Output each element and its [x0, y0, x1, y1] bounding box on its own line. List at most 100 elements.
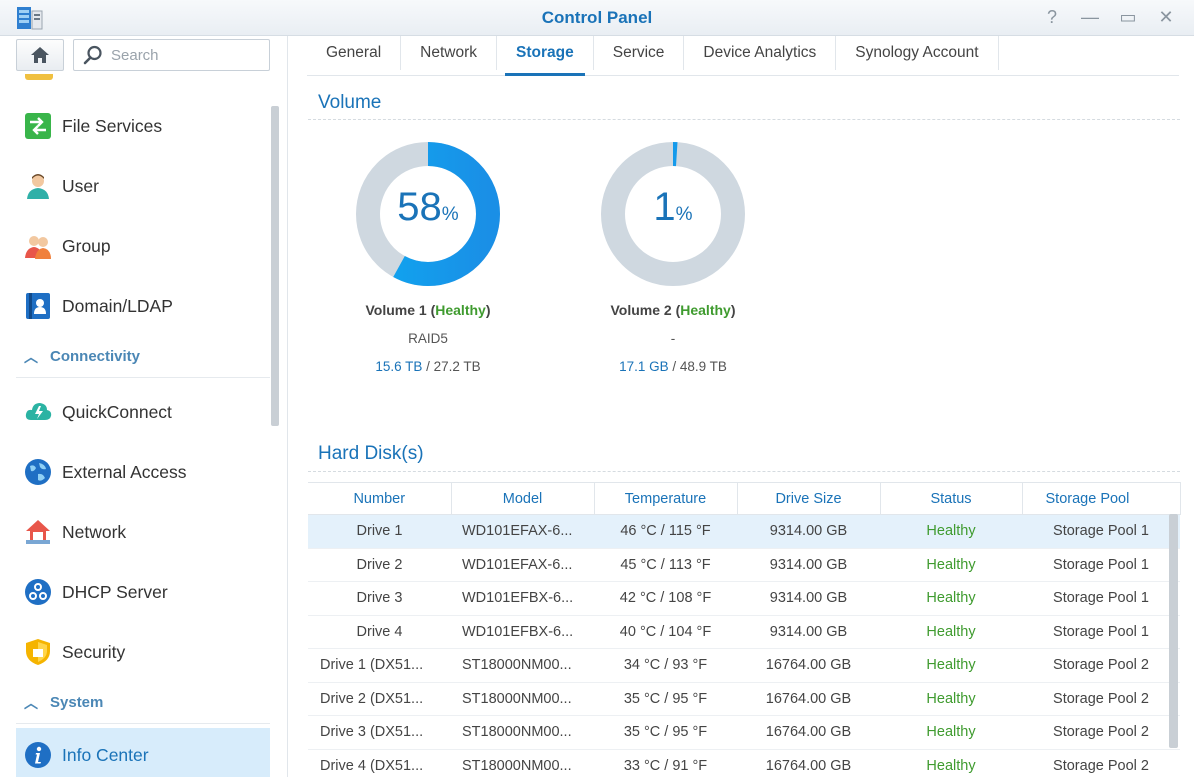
cell-drive-size: 9314.00 GB [737, 514, 880, 549]
cell-model: ST18000NM00... [451, 715, 594, 750]
sidebar: File Services User Group Domain/LDAP ︿ C… [0, 36, 288, 777]
table-row[interactable]: Drive 3 (DX51... ST18000NM00... 35 °C / 95… [308, 715, 1180, 750]
sidebar-item-label: External Access [62, 461, 187, 482]
domain-ldap-icon [24, 292, 52, 320]
cell-storage-pool: Storage Pool 1 [1022, 615, 1180, 649]
sidebar-item-info-center[interactable]: Info Center [16, 728, 270, 777]
cell-status: Healthy [880, 715, 1022, 750]
cell-drive-size: 9314.00 GB [737, 548, 880, 582]
cell-status: Healthy [880, 648, 1022, 683]
volume-name: Volume 1 [365, 302, 427, 318]
volume-used: 15.6 TB [375, 359, 423, 374]
tab-general[interactable]: General [307, 36, 402, 70]
column-header-status[interactable]: Status [880, 482, 1023, 515]
cell-number: Drive 2 (DX51... [308, 682, 451, 716]
cell-temperature: 35 °C / 95 °F [594, 715, 737, 750]
table-header-row: Number Model Temperature Drive Size Stat… [308, 482, 1181, 515]
usage-percent: 1 [653, 185, 676, 229]
tab-bar: General Network Storage Service Device A… [307, 36, 1179, 76]
column-header-temperature[interactable]: Temperature [594, 482, 738, 515]
tab-storage[interactable]: Storage [497, 36, 594, 76]
table-row[interactable]: Drive 3 WD101EFBX-6... 42 °C / 108 °F 9314.… [308, 581, 1180, 616]
tab-network[interactable]: Network [401, 36, 498, 70]
sidebar-scrollbar[interactable] [271, 106, 279, 426]
sidebar-item-quickconnect[interactable]: QuickConnect [16, 382, 270, 442]
table-row[interactable]: Drive 4 WD101EFBX-6... 40 °C / 104 °F 9314.… [308, 615, 1180, 649]
volume-status: Healthy [435, 302, 486, 318]
user-icon [24, 172, 52, 200]
table-scrollbar[interactable] [1169, 514, 1178, 748]
cell-storage-pool: Storage Pool 1 [1022, 514, 1180, 549]
sidebar-item-security[interactable]: Security [16, 622, 270, 682]
cell-drive-size: 16764.00 GB [737, 648, 880, 683]
previous-item-icon-peek [25, 74, 53, 80]
cell-temperature: 42 °C / 108 °F [594, 581, 737, 616]
cell-temperature: 34 °C / 93 °F [594, 648, 737, 683]
quickconnect-icon [24, 398, 52, 426]
sidebar-item-network[interactable]: Network [16, 502, 270, 562]
sidebar-item-file-services[interactable]: File Services [16, 96, 270, 156]
cell-status: Healthy [880, 682, 1022, 716]
tab-service[interactable]: Service [594, 36, 685, 70]
section-connectivity[interactable]: ︿ Connectivity [16, 336, 270, 378]
cell-number: Drive 3 [308, 581, 451, 616]
table-row[interactable]: Drive 2 WD101EFAX-6... 45 °C / 113 °F 9314.… [308, 548, 1180, 582]
window-title: Control Panel [541, 8, 653, 27]
column-header-storage-pool[interactable]: Storage Pool [1022, 482, 1181, 515]
cell-model: WD101EFBX-6... [451, 581, 594, 616]
search-input[interactable] [111, 46, 261, 64]
column-header-drive-size[interactable]: Drive Size [737, 482, 881, 515]
cell-drive-size: 16764.00 GB [737, 749, 880, 777]
donut-used-segment [601, 142, 745, 286]
sidebar-item-external-access[interactable]: External Access [16, 442, 270, 502]
sidebar-item-domain-ldap[interactable]: Domain/LDAP [16, 276, 270, 336]
cell-model: ST18000NM00... [451, 682, 594, 716]
home-icon [31, 47, 49, 63]
close-button[interactable]: ✕ [1158, 6, 1174, 27]
cell-storage-pool: Storage Pool 1 [1022, 548, 1180, 582]
sidebar-item-label: Network [62, 521, 127, 542]
help-button[interactable]: ? [1046, 6, 1057, 27]
table-row[interactable]: Drive 1 (DX51... ST18000NM00... 34 °C / 93… [308, 648, 1180, 683]
sidebar-item-label: Domain/LDAP [62, 295, 173, 316]
cell-drive-size: 16764.00 GB [737, 682, 880, 716]
cell-number: Drive 3 (DX51... [308, 715, 451, 750]
cell-model: WD101EFBX-6... [451, 615, 594, 649]
cell-storage-pool: Storage Pool 2 [1022, 648, 1180, 683]
volume-total: / 48.9 TB [668, 359, 727, 374]
sidebar-item-user[interactable]: User [16, 156, 270, 216]
search-box[interactable] [73, 39, 270, 71]
chevron-up-icon: ︿ [24, 694, 38, 711]
tab-device-analytics[interactable]: Device Analytics [684, 36, 837, 70]
cell-number: Drive 1 [308, 514, 451, 549]
maximize-button[interactable]: ▭ [1119, 6, 1137, 27]
volume-card: 1% Volume 2 (Healthy) - 17.1 GB / 48.9 T… [583, 141, 763, 374]
column-header-model[interactable]: Model [451, 482, 595, 515]
sidebar-item-label: Info Center [62, 744, 149, 765]
table-row[interactable]: Drive 1 WD101EFAX-6... 46 °C / 115 °F 9314.… [308, 514, 1180, 549]
volume-raid-type: RAID5 [408, 331, 448, 346]
tab-synology-account[interactable]: Synology Account [836, 36, 999, 70]
cell-model: ST18000NM00... [451, 749, 594, 777]
section-label: System [50, 694, 104, 711]
shield-icon [24, 638, 52, 666]
main-panel: General Network Storage Service Device A… [289, 36, 1194, 777]
column-header-number[interactable]: Number [308, 482, 452, 515]
table-row[interactable]: Drive 4 (DX51... ST18000NM00... 33 °C / 91… [308, 749, 1180, 777]
donut-used-segment [356, 142, 500, 286]
section-system[interactable]: ︿ System [16, 682, 270, 724]
home-button[interactable] [16, 39, 64, 71]
sidebar-item-label: File Services [62, 115, 163, 136]
sidebar-item-dhcp-server[interactable]: DHCP Server [16, 562, 270, 622]
minimize-button[interactable]: — [1081, 6, 1099, 27]
table-row[interactable]: Drive 2 (DX51... ST18000NM00... 35 °C / 95… [308, 682, 1180, 716]
file-services-icon [24, 112, 52, 140]
sidebar-item-group[interactable]: Group [16, 216, 270, 276]
cell-drive-size: 16764.00 GB [737, 715, 880, 750]
volume-section-title: Volume [318, 92, 382, 113]
cell-number: Drive 1 (DX51... [308, 648, 451, 683]
disks-section-title: Hard Disk(s) [318, 443, 424, 464]
volume-status: Healthy [680, 302, 731, 318]
chevron-up-icon: ︿ [24, 348, 38, 365]
cell-temperature: 35 °C / 95 °F [594, 682, 737, 716]
